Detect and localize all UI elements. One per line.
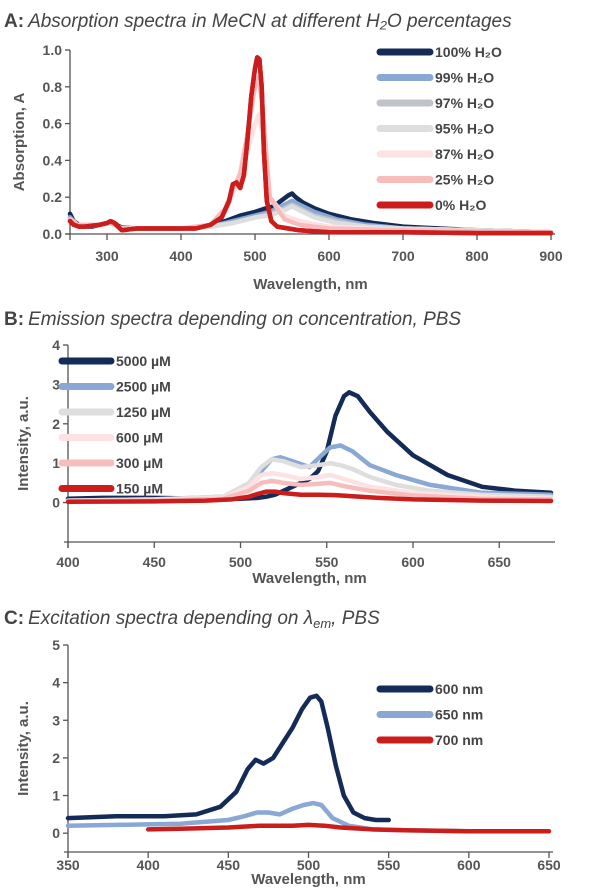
y-tick-label: 0.4 <box>43 152 63 168</box>
y-tick-label: 3 <box>52 712 60 728</box>
title-text: Emission spectra depending on concentrat… <box>28 309 461 330</box>
y-axis-label: Absorption, A <box>11 93 28 192</box>
x-tick-label: 900 <box>539 248 563 264</box>
y-tick-label: 0 <box>52 825 60 841</box>
y-tick-label: 0.2 <box>43 189 63 205</box>
y-axis-label: Intensity, a.u. <box>15 396 32 491</box>
legend-label: 99% H₂O <box>435 70 494 86</box>
title-text: Absorption spectra in MeCN at different … <box>27 11 512 32</box>
series-line <box>148 825 549 831</box>
title-text: Excitation spectra depending on <box>28 608 304 629</box>
y-axis-label: Intensity, a.u. <box>15 701 32 796</box>
x-axis-label: Wavelength, nm <box>252 570 366 587</box>
legend-label: 600 nm <box>435 681 483 697</box>
chart-title: C: Excitation spectra depending on λem, P… <box>4 608 380 631</box>
y-tick-label: 0 <box>52 495 60 511</box>
panel-letter: B: <box>4 309 24 330</box>
legend-label: 650 nm <box>435 707 483 723</box>
legend-label: 300 µM <box>116 455 163 471</box>
legend-label: 100% H₂O <box>435 44 502 60</box>
y-tick-label: 2 <box>52 416 60 432</box>
legend-label: 2500 µM <box>116 379 171 395</box>
legend: 600 nm 650 nm 700 nm <box>380 681 483 748</box>
x-tick-label: 600 <box>457 857 481 873</box>
y-tick-label: 5 <box>52 637 60 653</box>
x-tick-label: 450 <box>143 554 167 570</box>
x-tick-label: 650 <box>537 857 561 873</box>
x-tick-label: 500 <box>243 248 267 264</box>
legend-label: 1250 µM <box>116 404 171 420</box>
x-tick-label: 800 <box>465 248 489 264</box>
y-tick-label: 0.8 <box>43 79 63 95</box>
legend-label: 150 µM <box>116 481 163 497</box>
legend-label: 700 nm <box>435 732 483 748</box>
legend-label: 600 µM <box>116 430 163 446</box>
x-tick-label: 350 <box>56 857 80 873</box>
x-tick-label: 300 <box>95 248 119 264</box>
chart-panel-1: B: Emission spectra depending on concentr… <box>4 309 555 587</box>
legend-label: 5000 µM <box>116 353 171 369</box>
legend-label: 87% H₂O <box>435 146 494 162</box>
legend-label: 95% H₂O <box>435 121 494 137</box>
y-tick-label: 3 <box>52 376 60 392</box>
title-suffix: , PBS <box>331 608 380 629</box>
x-tick-label: 400 <box>56 554 80 570</box>
y-tick-label: 4 <box>52 337 60 353</box>
legend-label: 97% H₂O <box>435 95 494 111</box>
x-tick-label: 600 <box>317 248 341 264</box>
series-line <box>68 696 389 820</box>
x-tick-label: 600 <box>401 554 425 570</box>
y-tick-label: 1.0 <box>43 42 63 58</box>
panel-letter: A: <box>4 11 24 32</box>
legend: 100% H₂O 99% H₂O 97% H₂O 95% H₂O 87% H₂O 25% … <box>380 44 502 213</box>
y-tick-label: 0.6 <box>43 116 63 132</box>
x-tick-label: 650 <box>488 554 512 570</box>
legend-label: 25% H₂O <box>435 172 494 188</box>
x-axis-label: Wavelength, nm <box>253 276 367 293</box>
x-tick-label: 500 <box>229 554 253 570</box>
y-tick-label: 4 <box>52 675 60 691</box>
y-tick-label: 1 <box>52 788 60 804</box>
y-tick-label: 2 <box>52 750 60 766</box>
title-subscript: em <box>313 616 331 631</box>
x-tick-label: 700 <box>391 248 415 264</box>
chart-panel-0: A: Absorption spectra in MeCN at differen… <box>4 11 563 293</box>
chart-panel-2: C: Excitation spectra depending on λem, P… <box>4 608 561 888</box>
legend: 5000 µM 2500 µM 1250 µM 600 µM 300 µM 150 µM <box>62 353 171 497</box>
x-tick-label: 550 <box>377 857 401 873</box>
x-tick-label: 400 <box>169 248 193 264</box>
y-tick-label: 0.0 <box>43 226 63 242</box>
panel-letter: C: <box>4 608 24 629</box>
x-axis-label: Wavelength, nm <box>251 871 365 888</box>
title-symbol: λ <box>303 608 313 629</box>
x-tick-label: 550 <box>315 554 339 570</box>
x-tick-label: 400 <box>136 857 160 873</box>
legend-label: 0% H₂O <box>435 197 486 213</box>
chart-title: A: Absorption spectra in MeCN at differen… <box>4 11 512 32</box>
x-tick-label: 450 <box>217 857 241 873</box>
chart-title: B: Emission spectra depending on concentr… <box>4 309 461 330</box>
